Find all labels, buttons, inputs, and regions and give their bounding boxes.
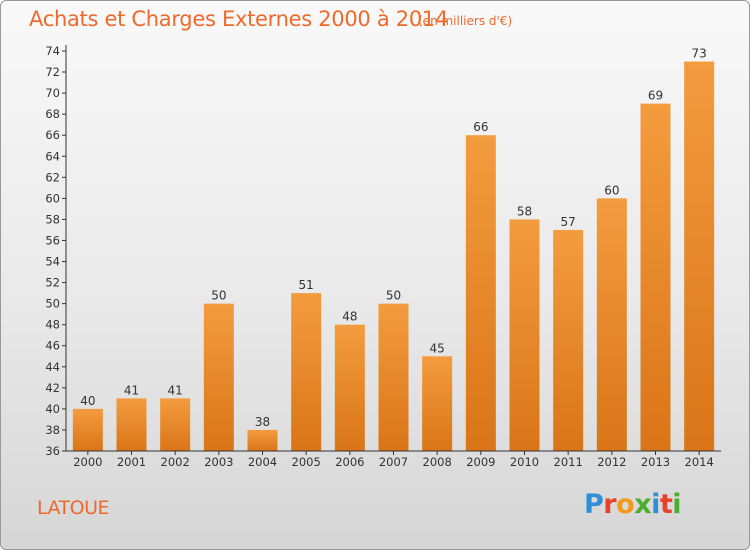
bar-2014	[684, 61, 715, 452]
commune-name: LATOUE	[37, 497, 110, 519]
y-tick-label: 68	[45, 107, 60, 121]
y-tick-label: 36	[45, 444, 60, 458]
y-tick-label: 52	[45, 276, 60, 290]
bar-2002	[160, 398, 191, 451]
y-tick-label: 60	[45, 191, 60, 205]
bar-2010	[509, 219, 540, 451]
bar-2005	[291, 293, 322, 451]
bar-value-label: 48	[342, 310, 357, 324]
bar-2013	[640, 103, 671, 451]
bar-2008	[422, 356, 453, 451]
y-tick-label: 42	[45, 381, 60, 395]
x-tick-label: 2001	[117, 455, 146, 469]
bar-value-label: 40	[80, 394, 95, 408]
y-tick-label: 44	[45, 360, 60, 374]
bar-2011	[553, 229, 584, 451]
bar-value-label: 41	[168, 383, 183, 397]
y-tick-label: 72	[45, 65, 60, 79]
x-tick-label: 2006	[335, 455, 364, 469]
logo-letter: i	[672, 489, 682, 520]
logo-letter: x	[634, 489, 652, 520]
bar-2007	[378, 303, 409, 451]
y-tick-label: 46	[45, 339, 60, 353]
logo-letter: i	[651, 489, 660, 520]
x-tick-label: 2009	[466, 455, 495, 469]
bar-value-label: 60	[604, 183, 619, 197]
bar-2006	[334, 324, 365, 451]
y-tick-label: 54	[45, 255, 60, 269]
y-tick-label: 50	[45, 297, 60, 311]
y-tick-label: 40	[45, 402, 60, 416]
y-tick-label: 66	[45, 128, 60, 142]
x-tick-label: 2000	[73, 455, 102, 469]
bar-2001	[116, 398, 147, 451]
bar-2009	[465, 135, 496, 452]
x-tick-label: 2004	[248, 455, 277, 469]
x-tick-label: 2012	[597, 455, 626, 469]
bar-value-label: 50	[386, 289, 401, 303]
y-tick-label: 58	[45, 212, 60, 226]
x-tick-label: 2013	[641, 455, 670, 469]
bar-value-label: 51	[299, 278, 314, 292]
bar-value-label: 50	[211, 289, 226, 303]
logo-letter: t	[659, 489, 673, 520]
bar-value-label: 57	[561, 215, 576, 229]
bar-value-label: 73	[692, 47, 707, 61]
y-tick-label: 70	[45, 86, 60, 100]
x-tick-label: 2008	[423, 455, 452, 469]
y-tick-label: 62	[45, 170, 60, 184]
y-tick-label: 56	[45, 233, 60, 247]
y-tick-label: 38	[45, 423, 60, 437]
bar-value-label: 41	[124, 383, 139, 397]
bar-value-label: 69	[648, 89, 663, 103]
proxiti-logo: Proxiti	[584, 489, 682, 520]
x-tick-label: 2005	[292, 455, 321, 469]
logo-letter: o	[616, 489, 635, 520]
logo-letter: P	[584, 489, 604, 520]
bar-value-label: 45	[430, 341, 445, 355]
bars-group: 40 41 41 50 38 51 48 50 45 66 58 57 60 69 73	[72, 47, 715, 452]
axes-group: 2000 2001 2002 2003 2004 2005 2006 2007 2008 2009…	[45, 44, 721, 469]
bar-value-label: 58	[517, 204, 532, 218]
x-tick-label: 2003	[204, 455, 233, 469]
y-tick-label: 48	[45, 318, 60, 332]
chart-subtitle: (en milliers d'€)	[418, 14, 513, 28]
bar-value-label: 66	[473, 120, 488, 134]
x-tick-label: 2010	[510, 455, 539, 469]
bar-2003	[203, 303, 234, 451]
x-tick-label: 2011	[554, 455, 583, 469]
bar-value-label: 38	[255, 415, 270, 429]
x-tick-label: 2014	[685, 455, 714, 469]
logo-letter: r	[603, 489, 617, 520]
chart-title: Achats et Charges Externes 2000 à 2014	[29, 7, 449, 31]
x-tick-label: 2007	[379, 455, 408, 469]
x-tick-label: 2002	[161, 455, 190, 469]
bar-2012	[596, 198, 627, 451]
y-tick-label: 64	[45, 149, 60, 163]
y-tick-label: 74	[45, 44, 60, 58]
bar-2004	[247, 429, 278, 451]
bar-2000	[72, 408, 103, 451]
